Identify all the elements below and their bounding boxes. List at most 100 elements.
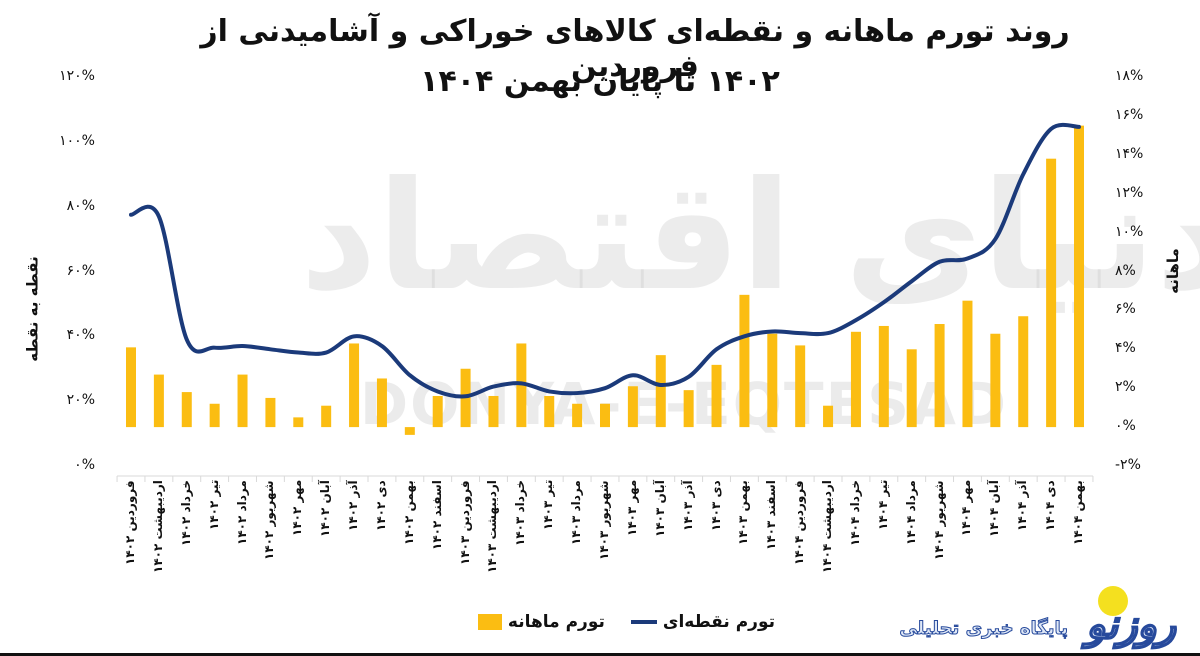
x-axis-month-label: آبان ۱۴۰۳ — [652, 480, 667, 537]
x-axis-month-label: شهریور ۱۴۰۴ — [931, 480, 946, 560]
bar — [711, 364, 722, 428]
right-axis-tick-label: ۴% — [1115, 340, 1136, 357]
left-axis-tick-label: ۰% — [74, 457, 95, 473]
bar — [906, 349, 917, 428]
roozno-logo: روزنو پایگاه خبری تحلیلی — [886, 582, 1186, 650]
right-axis-tick-label: ۱۰% — [1115, 223, 1144, 240]
bar — [850, 331, 861, 428]
right-axis-tick-label: ۱۲% — [1115, 184, 1144, 201]
x-axis-month-label: فروردین ۱۴۰۴ — [792, 480, 807, 565]
bar — [237, 374, 248, 428]
x-axis-month-label: شهریور ۱۴۰۳ — [597, 480, 611, 560]
bar — [181, 392, 192, 428]
legend-line-label: تورم نقطه‌ای — [662, 612, 775, 632]
bar — [293, 417, 304, 428]
left-axis-tick-label: ۲۰% — [66, 392, 95, 409]
x-axis-month-label: مرداد ۱۴۰۴ — [903, 480, 918, 545]
x-axis-month-label: شهریور ۱۴۰۲ — [262, 480, 277, 560]
left-axis-tick-label: ۴۰% — [66, 327, 95, 344]
bar — [1046, 158, 1057, 428]
right-axis-tick-label: ۱۶% — [1115, 106, 1144, 123]
x-axis-month-label: خرداد ۱۴۰۳ — [513, 479, 528, 546]
logo-mark: روزنو — [1085, 601, 1177, 649]
x-axis-month-label: مهر ۱۴۰۴ — [959, 479, 974, 536]
logo-tagline: پایگاه خبری تحلیلی — [899, 618, 1069, 640]
legend-bar-label: تورم ماهانه — [507, 612, 605, 632]
bar — [683, 390, 694, 428]
bar — [349, 343, 360, 428]
right-axis-tick-label: ۱۴% — [1115, 145, 1144, 162]
bar — [795, 345, 806, 428]
left-axis-tick-label: ۶۰% — [66, 262, 95, 279]
left-axis-tick-label: ۱۲۰% — [59, 68, 95, 84]
bottom-divider — [0, 653, 1200, 656]
x-axis-month-label: آبان ۱۴۰۴ — [987, 480, 1002, 537]
x-axis-month-label: مهر ۱۴۰۲ — [290, 479, 305, 536]
right-axis-tick-label: ۰% — [1115, 418, 1136, 435]
bar — [544, 395, 555, 428]
x-axis-month-label: فروردین ۱۴۰۲ — [123, 480, 137, 565]
x-axis-month-label: اسفند ۱۴۰۲ — [429, 480, 444, 550]
bar — [823, 405, 834, 428]
x-axis-month-label: دی ۱۴۰۲ — [373, 480, 388, 531]
bar — [627, 386, 638, 428]
bar — [1018, 316, 1029, 428]
x-axis-month-label: بهمن ۱۴۰۴ — [1071, 480, 1085, 545]
bar — [655, 355, 666, 428]
x-axis-month-label: اردیبهشت ۱۴۰۲ — [150, 480, 165, 573]
x-axis-month-label: بهمن ۱۴۰۲ — [401, 480, 416, 545]
x-axis-month-label: آذر ۱۴۰۴ — [1015, 480, 1030, 531]
right-axis-tick-label: -۲% — [1115, 457, 1141, 473]
x-axis-month-label: مهر ۱۴۰۳ — [624, 479, 639, 536]
x-axis-month-label: اردیبهشت ۱۴۰۳ — [485, 480, 500, 573]
x-axis-month-label: آبان ۱۴۰۲ — [318, 480, 333, 537]
bar — [878, 325, 889, 428]
bar — [376, 378, 387, 428]
logo-sun-icon — [1098, 586, 1128, 616]
x-axis-month-label: تیر ۱۴۰۴ — [875, 479, 890, 530]
chart-title-line1: روند تورم ماهانه و نقطه‌ای کالاهای خوراک… — [200, 14, 1070, 84]
bar — [126, 347, 136, 428]
bar — [600, 403, 610, 428]
legend-bar-swatch-icon — [477, 614, 502, 630]
x-axis-month-label: تیر ۱۴۰۲ — [206, 479, 221, 530]
x-axis-month-label: فروردین ۱۴۰۳ — [457, 480, 472, 565]
left-axis-tick-label: ۱۰۰% — [59, 132, 95, 149]
x-axis-month-label: آذر ۱۴۰۳ — [680, 480, 695, 531]
bar — [265, 397, 276, 428]
bar — [572, 403, 583, 428]
x-axis-month-label: دی ۱۴۰۴ — [1043, 480, 1058, 531]
x-axis-month-label: اردیبهشت ۱۴۰۴ — [820, 480, 835, 573]
x-axis-month-label: تیر ۱۴۰۳ — [541, 479, 556, 530]
monthly-inflation-bars — [126, 125, 1084, 435]
bar — [153, 374, 164, 428]
left-axis-tick-label: ۸۰% — [66, 197, 95, 214]
chart-title-line2: ۱۴۰۲ تا پایان بهمن ۱۴۰۴ — [420, 64, 780, 99]
bar — [321, 405, 332, 428]
right-axis-tick-label: ۲% — [1115, 379, 1136, 396]
bar — [934, 324, 945, 428]
x-axis-month-label: مرداد ۱۴۰۲ — [234, 480, 249, 545]
x-axis-month-label: خرداد ۱۴۰۴ — [847, 479, 862, 546]
legend: تورم نقطه‌ای تورم ماهانه — [455, 608, 775, 636]
bar — [767, 333, 778, 428]
legend-item-line: تورم نقطه‌ای — [630, 612, 775, 632]
bar — [209, 403, 220, 428]
bar — [404, 427, 415, 435]
legend-item-bar: تورم ماهانه — [477, 612, 605, 632]
x-axis-month-label: بهمن ۱۴۰۳ — [736, 480, 751, 545]
right-axis-tick-label: ۱۸% — [1115, 68, 1144, 84]
bar — [432, 395, 443, 428]
bar — [1074, 125, 1084, 428]
x-axis-month-label: دی ۱۴۰۳ — [708, 480, 723, 531]
x-axis-month-label: اسفند ۱۴۰۳ — [764, 480, 779, 550]
x-axis-month-label: خرداد ۱۴۰۲ — [178, 479, 193, 546]
x-axis-ticks — [116, 476, 1094, 482]
x-axis-month-label: آذر ۱۴۰۲ — [346, 480, 361, 531]
legend-line-swatch-icon — [630, 620, 657, 624]
right-axis-tick-label: ۸% — [1115, 262, 1136, 279]
bar — [739, 294, 750, 428]
bar — [962, 300, 973, 428]
point-to-point-inflation-line — [129, 122, 1081, 399]
